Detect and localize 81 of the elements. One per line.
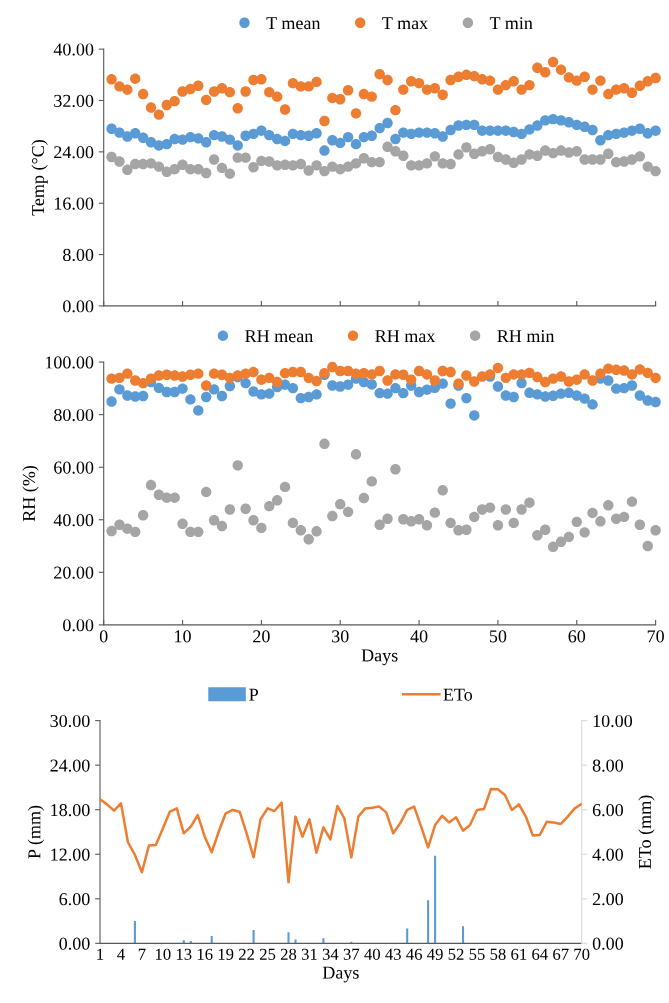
x-tick-label: 19 (218, 948, 234, 960)
bar (461, 926, 465, 944)
y-tick-label: 24.00 (54, 146, 94, 159)
y-tick-label: 24.00 (50, 759, 90, 772)
x-tick-label: 49 (427, 948, 443, 960)
y-tick-label: 12.00 (51, 848, 90, 861)
y-axis-title: P (mm) (27, 805, 45, 859)
y-tick-label: 40.00 (53, 43, 94, 56)
y-tick-label: 0.00 (59, 937, 90, 950)
x-tick-label: 40 (364, 948, 380, 960)
x-tick-label: 50 (489, 630, 507, 643)
x-tick-label: 10 (155, 948, 171, 960)
y-tick-label: 32.00 (54, 94, 94, 108)
x-tick-label: 34 (322, 948, 339, 960)
y-tick-label: 20.00 (54, 566, 94, 579)
y2-tick-label: 2.00 (592, 893, 624, 906)
legend-label: RH mean (245, 330, 314, 343)
bar (294, 939, 297, 944)
x-tick-label: 67 (553, 948, 569, 960)
bar (406, 928, 409, 944)
bar (322, 938, 325, 944)
legend-label: T mean (266, 17, 321, 30)
y2-tick-label: 6.00 (592, 803, 624, 817)
x-tick-label: 31 (301, 948, 317, 960)
x-tick-label: 64 (532, 948, 548, 960)
x-tick-label: 25 (259, 948, 276, 960)
bar (427, 900, 430, 944)
x-tick-label: 43 (385, 948, 401, 960)
y2-axis-title: ETo (mm) (638, 795, 655, 869)
legend-label: T max (382, 17, 428, 30)
y-tick-label: 40.00 (53, 514, 94, 527)
x-tick-label: 55 (469, 948, 485, 960)
y-axis-title: Temp (°C) (31, 140, 48, 216)
y-tick-label: 6.00 (59, 893, 90, 906)
x-tick-label: 28 (280, 948, 297, 960)
x-tick-label: 30 (332, 630, 349, 643)
x-tick-label: 16 (197, 948, 213, 960)
y2-tick-label: 0.00 (592, 937, 624, 950)
y-tick-label: 16.00 (54, 197, 94, 210)
x-tick-label: 13 (176, 948, 192, 960)
y2-tick-label: 10.00 (593, 714, 633, 728)
y2-tick-label: 4.00 (592, 848, 624, 861)
line-series (100, 787, 582, 884)
x-axis-title: Days (322, 966, 359, 983)
x-tick-label: 4 (117, 948, 125, 960)
x-tick-label: 61 (511, 948, 527, 960)
bar (434, 855, 437, 944)
y-tick-label: 60.00 (54, 461, 94, 474)
legend-label: T min (489, 17, 533, 30)
x-axis-title: Days (361, 649, 398, 666)
x-tick-label: 52 (448, 948, 464, 960)
x-tick-label: 37 (343, 948, 360, 960)
legend-label: RH max (375, 330, 436, 343)
y-tick-label: 0.00 (63, 300, 94, 313)
x-tick-label: 0 (99, 630, 108, 643)
bar (252, 929, 255, 944)
x-tick-label: 60 (568, 630, 586, 643)
y-tick-label: 100.00 (45, 356, 94, 369)
x-tick-label: 40 (410, 630, 428, 643)
y-tick-label: 80.00 (54, 408, 94, 422)
bar (287, 932, 290, 944)
x-tick-label: 22 (239, 948, 255, 960)
y-tick-label: 30.00 (50, 714, 90, 728)
legend-label: ETo (443, 688, 473, 701)
x-tick-label: 58 (490, 948, 506, 960)
x-tick-label: 20 (253, 630, 270, 643)
x-tick-label: 70 (574, 948, 590, 960)
legend-label: P (249, 688, 259, 701)
x-tick-label: 1 (97, 948, 104, 960)
bar (182, 940, 185, 944)
y-tick-label: 8.00 (63, 248, 94, 262)
y-tick-label: 0.00 (63, 619, 94, 632)
x-tick-label: 70 (647, 630, 664, 643)
bar (133, 921, 136, 944)
y-axis-title: RH (%) (22, 465, 39, 522)
y2-tick-label: 8.00 (592, 759, 624, 772)
y-tick-label: 18.00 (51, 803, 90, 817)
legend-label: RH min (497, 330, 555, 342)
x-tick-label: 7 (138, 948, 146, 960)
x-tick-label: 10 (175, 630, 191, 643)
x-tick-label: 46 (406, 948, 422, 960)
